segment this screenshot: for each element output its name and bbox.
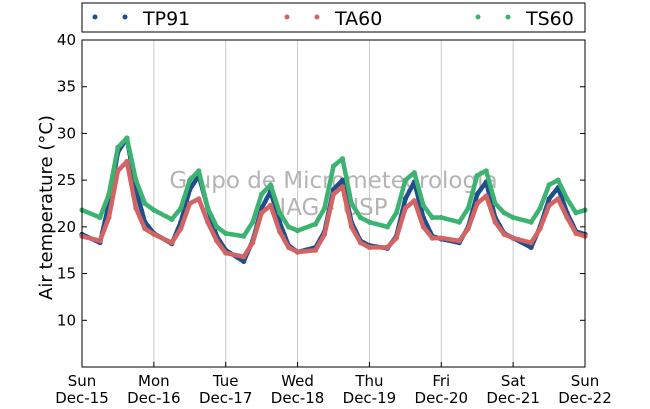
series-ta60 <box>79 158 588 260</box>
y-tick-label: 40 <box>57 31 76 49</box>
x-axis: SunDec-15MonDec-16TueDec-17WedDec-18ThuD… <box>55 362 612 407</box>
x-tick-date: Dec-18 <box>271 389 325 407</box>
x-tick-day: Sun <box>571 372 600 390</box>
legend-label: TP91 <box>142 8 190 30</box>
y-tick-label: 10 <box>57 311 76 329</box>
legend-marker <box>284 14 290 20</box>
legend-marker <box>92 14 98 20</box>
plot-frame <box>81 39 586 368</box>
legend-label: TA60 <box>334 8 382 30</box>
y-tick-label: 30 <box>57 124 76 142</box>
x-tick-date: Dec-17 <box>199 389 253 407</box>
y-tick-label: 15 <box>57 265 76 283</box>
x-tick-date: Dec-21 <box>486 389 540 407</box>
x-tick-day: Fri <box>432 372 450 390</box>
legend-marker <box>475 14 481 20</box>
x-tick-date: Dec-22 <box>558 389 612 407</box>
legend-item-tp91: TP91 <box>92 8 190 30</box>
y-axis: 10 15 20 25 30 35 40 <box>57 31 585 329</box>
x-tick-day: Tue <box>212 372 239 390</box>
x-tick-day: Thu <box>354 372 383 390</box>
legend-item-ta60: TA60 <box>284 8 382 30</box>
x-tick-day: Wed <box>281 372 314 390</box>
x-tick-date: Dec-15 <box>55 389 109 407</box>
legend: TP91 TA60 TS60 <box>81 2 586 33</box>
y-tick-label: 25 <box>57 171 76 189</box>
legend-marker <box>505 14 511 20</box>
x-tick-date: Dec-20 <box>415 389 469 407</box>
x-tick-day: Sat <box>501 372 526 390</box>
x-tick-day: Sun <box>68 372 97 390</box>
legend-label: TS60 <box>525 8 574 30</box>
x-tick-date: Dec-16 <box>127 389 181 407</box>
y-tick-label: 20 <box>57 218 76 236</box>
x-tick-date: Dec-19 <box>343 389 397 407</box>
data-series <box>79 135 588 264</box>
y-axis-label: Air temperature (°C) <box>36 115 57 300</box>
legend-box <box>81 2 586 33</box>
x-tick-day: Mon <box>138 372 170 390</box>
series-ts60 <box>79 135 588 239</box>
legend-marker <box>314 14 320 20</box>
grid-lines <box>153 40 514 367</box>
legend-item-ts60: TS60 <box>475 8 574 30</box>
y-tick-label: 35 <box>57 78 76 96</box>
legend-marker <box>122 14 128 20</box>
